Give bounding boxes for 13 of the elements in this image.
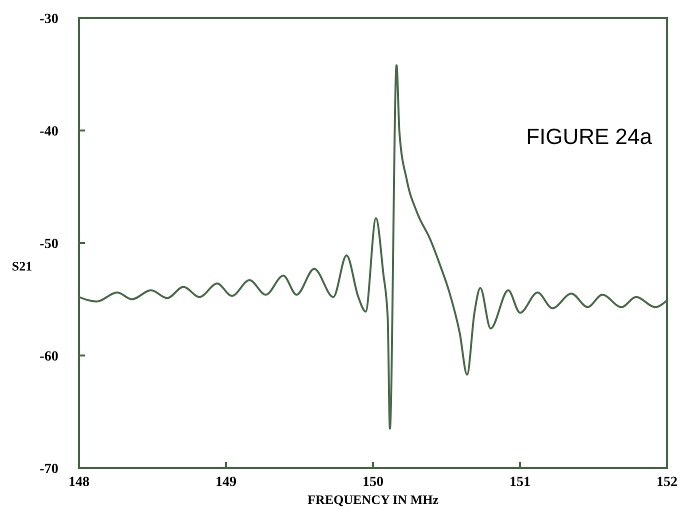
x-tick-label: 148 (68, 475, 90, 490)
x-tick-label: 150 (362, 475, 384, 490)
annotation: FIGURE 24a (526, 124, 653, 149)
x-tick-label: 152 (656, 475, 678, 490)
y-tick-label: -60 (40, 350, 58, 364)
y-tick-label: -50 (40, 237, 58, 252)
x-axis-title: FREQUENCY IN MHz (308, 492, 439, 507)
y-axis-title: S21 (12, 258, 32, 274)
x-tick-label: 151 (510, 475, 530, 490)
y-tick-label: -30 (40, 12, 58, 27)
x-tick-label: 149 (216, 475, 236, 490)
y-tick-label: -40 (40, 124, 58, 140)
y-tick-label: -70 (40, 462, 58, 477)
